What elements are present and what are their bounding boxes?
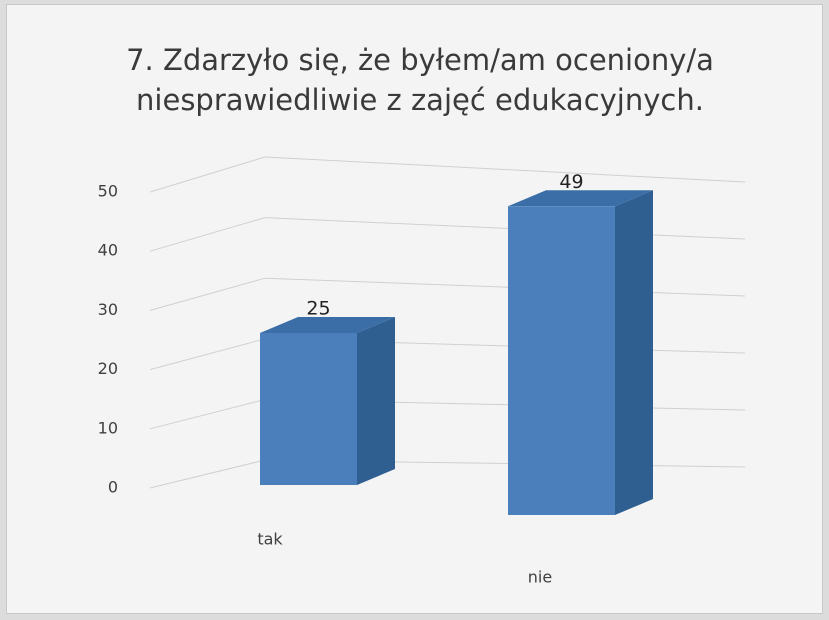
grid-line: [149, 156, 266, 193]
value-label: 49: [559, 171, 583, 193]
x-tick-label: tak: [257, 530, 283, 549]
y-tick-label: 40: [98, 241, 118, 260]
y-tick-label: 0: [108, 478, 118, 497]
grid-line: [264, 217, 746, 240]
y-tick-label: 30: [98, 300, 118, 319]
bar-top: [260, 317, 395, 333]
x-tick-label: nie: [528, 568, 552, 587]
grid-line: [149, 398, 266, 430]
bar: [508, 206, 615, 516]
grid-line: [149, 217, 266, 252]
grid-line: [149, 459, 266, 489]
grid-line: [149, 277, 266, 311]
grid-line: [264, 277, 746, 297]
chart-title: 7. Zdarzyło się, że byłem/am oceniony/a …: [126, 43, 714, 117]
bar-side: [357, 317, 395, 485]
value-label: 25: [306, 298, 330, 320]
y-tick-label: 10: [98, 418, 118, 437]
y-tick-label: 20: [98, 359, 118, 378]
grid-line: [149, 338, 266, 371]
chart-area: [6, 4, 823, 614]
y-tick-label: 50: [98, 182, 118, 201]
bar-side: [615, 190, 653, 516]
bar-top: [508, 190, 653, 207]
grid-line: [264, 156, 746, 183]
bar: [260, 333, 357, 485]
